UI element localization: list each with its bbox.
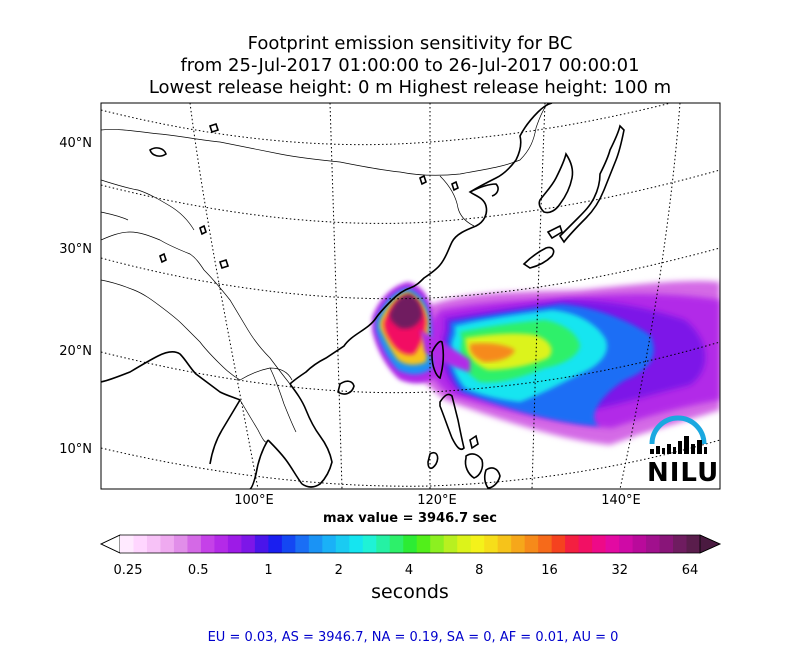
lon-label-120e: 120°E (417, 493, 457, 508)
colorbar-tick-label: 16 (541, 563, 558, 578)
colorbar-segment (241, 535, 256, 553)
coastlines (101, 103, 625, 489)
colorbar-segment (187, 535, 202, 553)
colorbar-tick-label: 64 (681, 563, 699, 578)
country-borders (101, 103, 549, 443)
colorbar-segment (349, 535, 364, 553)
graticule (101, 103, 720, 489)
colorbar-units: seconds (371, 581, 449, 603)
colorbar-segment (646, 535, 661, 553)
colorbar-segment (457, 535, 472, 553)
max-value-label: max value = 3946.7 sec (323, 511, 497, 526)
colorbar-segment (281, 535, 296, 553)
colorbar-segment (214, 535, 229, 553)
colorbar-segment (173, 535, 188, 553)
colorbar-segment (524, 535, 539, 553)
colorbar-segment (430, 535, 445, 553)
plot-title-line-1: Footprint emission sensitivity for BC (247, 33, 573, 54)
colorbar-segment (619, 535, 634, 553)
colorbar-segment (470, 535, 485, 553)
colorbar-segment (308, 535, 323, 553)
colorbar-segment (511, 535, 526, 553)
colorbar-segment (403, 535, 418, 553)
plot-title-line-2: from 25-Jul-2017 01:00:00 to 26-Jul-2017… (180, 55, 640, 76)
colorbar-segment (565, 535, 580, 553)
colorbar-tick-label: 2 (334, 563, 343, 578)
colorbar-segment (376, 535, 391, 553)
colorbar-tick-label: 4 (404, 563, 414, 578)
colorbar-segment (120, 535, 134, 553)
colorbar-segment (578, 535, 593, 553)
colorbar-tick-label: 0.5 (187, 563, 209, 578)
colorbar-segment (133, 535, 148, 553)
colorbar-tick-label: 0.25 (113, 563, 143, 578)
colorbar-segment (268, 535, 283, 553)
colorbar-segment (497, 535, 512, 553)
plot-title-line-3: Lowest release height: 0 m Highest relea… (148, 77, 672, 98)
colorbar-segment (484, 535, 499, 553)
colorbar-segment (200, 535, 215, 553)
colorbar-segment (322, 535, 337, 553)
colorbar-outline (100, 534, 721, 554)
colorbar-segment (335, 535, 350, 553)
colorbar-min-arrow (100, 534, 121, 554)
colorbar-segment (605, 535, 620, 553)
nilu-logo (649, 415, 707, 454)
lat-label-20n: 20°N (59, 344, 92, 359)
colorbar-tick-label: 1 (264, 563, 273, 578)
colorbar-segment (632, 535, 647, 553)
colorbar-segment (659, 535, 674, 553)
colorbar-segment (538, 535, 553, 553)
colorbar-segment (254, 535, 269, 553)
colorbar-segment (160, 535, 175, 553)
colorbar-segment (592, 535, 607, 553)
emission-plume (372, 280, 720, 445)
lat-label-40n: 40°N (59, 136, 92, 151)
colorbar-segment (146, 535, 161, 553)
colorbar (100, 534, 721, 554)
map-frame (100, 102, 721, 490)
colorbar-segment (389, 535, 404, 553)
lon-label-100e: 100°E (234, 493, 274, 508)
colorbar-tick-label: 8 (475, 563, 484, 578)
lat-label-10n: 10°N (59, 442, 92, 457)
region-summary: EU = 0.03, AS = 3946.7, NA = 0.19, SA = … (207, 630, 619, 645)
colorbar-segment (673, 535, 688, 553)
nilu-logo-text: NILU (647, 458, 720, 488)
colorbar-segment (295, 535, 310, 553)
colorbar-segment (686, 535, 701, 553)
colorbar-segment (416, 535, 431, 553)
colorbar-max-arrow (699, 534, 721, 554)
lon-label-140e: 140°E (601, 493, 641, 508)
colorbar-segment (362, 535, 377, 553)
lat-label-30n: 30°N (59, 242, 92, 257)
colorbar-tick-label: 32 (611, 563, 629, 578)
colorbar-segment (227, 535, 242, 553)
colorbar-segment (551, 535, 566, 553)
colorbar-segment (443, 535, 458, 553)
